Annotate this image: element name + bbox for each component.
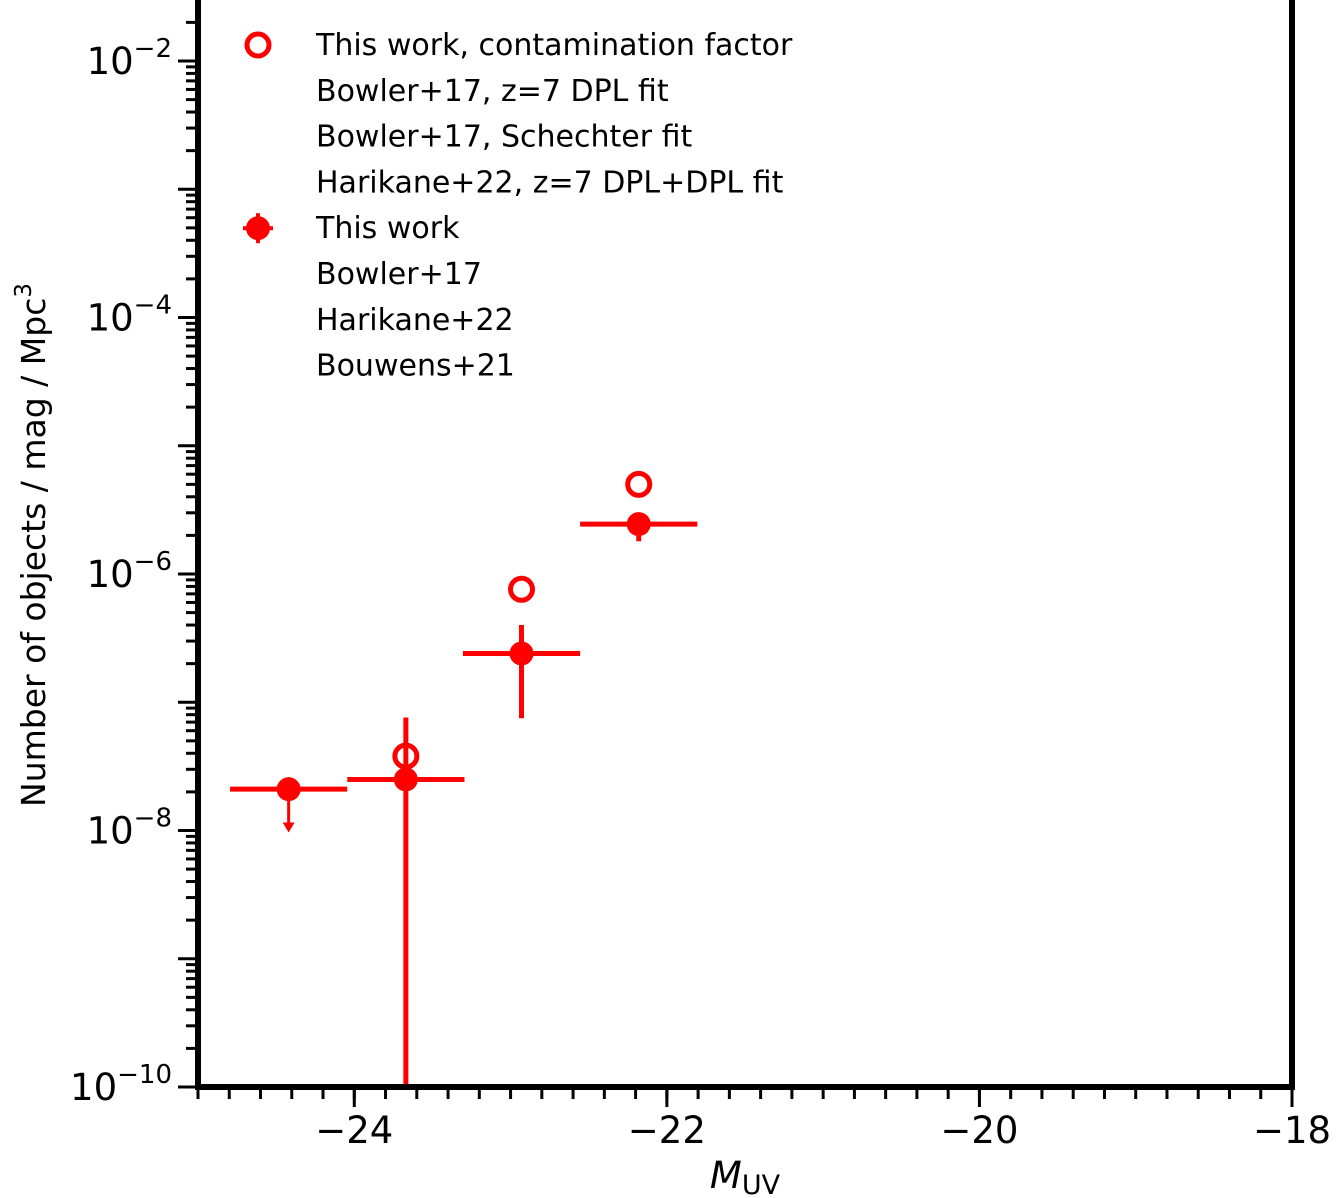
x-tick-label: −18 — [1253, 1109, 1331, 1152]
filled-circle-point — [276, 777, 301, 802]
x-axis-label: MUV — [710, 1154, 781, 1198]
y-axis-label-sup: 3 — [11, 283, 37, 298]
legend: This work, contamination factor Bowler+17… — [243, 28, 793, 384]
filled-circle-point — [509, 641, 534, 666]
y-axis-label-main: Number of objects / mag / Mpc — [14, 298, 53, 807]
filled-circle-point — [626, 512, 651, 537]
open-circle-point — [508, 575, 536, 603]
plot-marks — [230, 470, 698, 1087]
x-tick-label: −20 — [940, 1109, 1018, 1152]
major-ticks — [178, 59, 1294, 1107]
legend-entry-label: Harikane+22, z=7 DPL+DPL fit — [316, 165, 784, 200]
y-tick-label: 10−10 — [70, 1060, 172, 1109]
legend-entry-label: Bouwens+21 — [316, 349, 515, 384]
x-tick-label: −22 — [628, 1109, 706, 1152]
legend-filled-circle-marker — [246, 216, 270, 241]
x-tick-labels: −24 −22 −20 −18 — [315, 1109, 1331, 1152]
y-tick-labels: 10−10 10−8 10−6 10−4 10−2 — [70, 34, 172, 1109]
filled-circle-point — [393, 767, 418, 792]
legend-entry-label: Bowler+17, Schechter fit — [316, 120, 692, 155]
y-tick-label: 10−2 — [87, 34, 172, 83]
legend-entry-label: This work, contamination factor — [315, 28, 793, 63]
legend-entry-label: Bowler+17, z=7 DPL fit — [316, 74, 669, 109]
y-tick-label: 10−4 — [87, 291, 172, 340]
x-axis-label-main: M — [710, 1154, 742, 1197]
plot-frame — [195, 0, 1295, 1090]
open-circle-point — [625, 470, 653, 498]
x-tick-label: −24 — [315, 1109, 393, 1152]
y-axis-label: Number of objects / mag / Mpc3 — [11, 283, 53, 807]
legend-entry-label: This work — [315, 211, 460, 246]
y-tick-label: 10−6 — [87, 547, 172, 596]
legend-entry-label: Bowler+17 — [316, 257, 482, 292]
legend-open-circle-marker — [244, 31, 272, 59]
upper-limit-arrow — [282, 822, 295, 833]
x-axis-label-sub: UV — [742, 1170, 781, 1198]
legend-entry-label: Harikane+22 — [316, 303, 514, 338]
y-tick-label: 10−8 — [87, 804, 172, 853]
